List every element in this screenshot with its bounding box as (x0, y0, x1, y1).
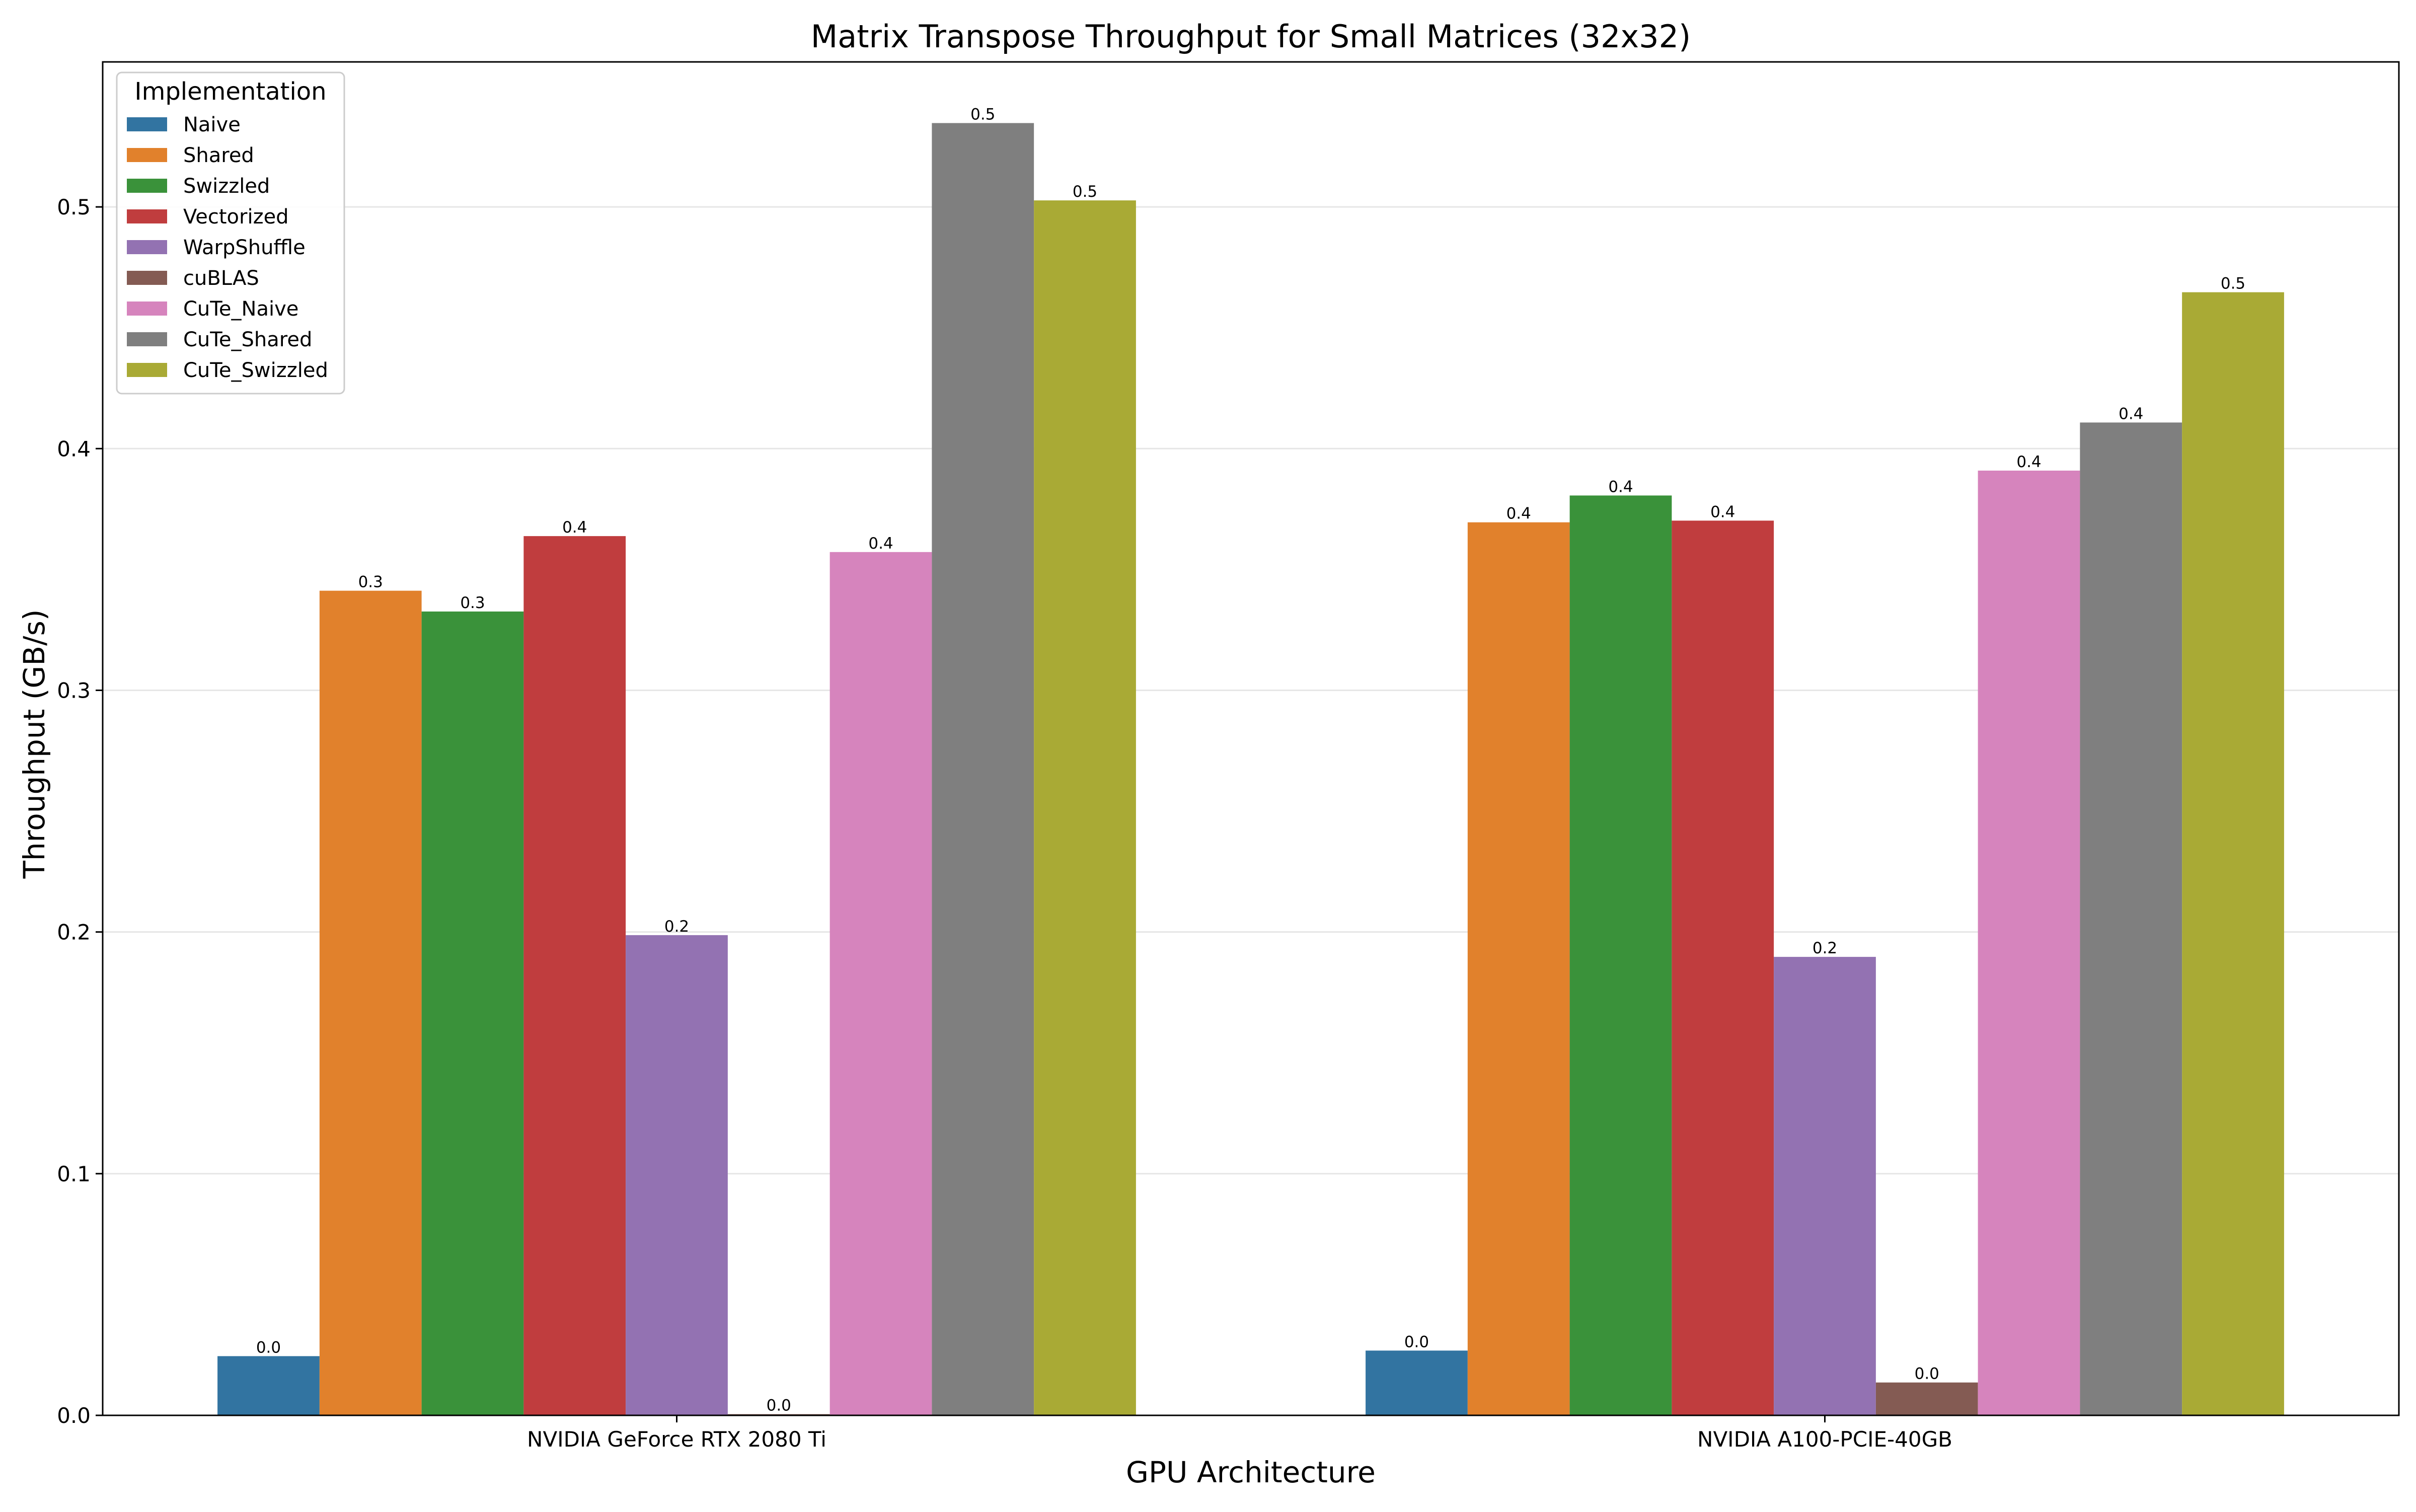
legend-swatch (127, 179, 167, 193)
bar-value-label: 0.5 (2221, 275, 2245, 293)
y-axis-label: Throughput (GB/s) (17, 609, 51, 879)
bar-swizzled (421, 611, 524, 1415)
bar-value-labels: 0.0 0.3 0.3 0.4 0.2 0.0 0.4 0.5 0.5 0.0 0.4 0.4 0.4 0… (256, 105, 2245, 1414)
bar-warpshuffle (626, 935, 728, 1415)
y-tick-label: 0.1 (57, 1162, 91, 1186)
bar-value-label: 0.5 (1073, 183, 1097, 201)
legend-entries: Naive Shared Swizzled Vectorized WarpShuffle… (127, 113, 328, 382)
y-tick-label: 0.3 (57, 678, 91, 703)
bar-cute-shared (932, 123, 1034, 1416)
bar-cute-naive (1978, 470, 2080, 1416)
bar-cute-naive (829, 552, 932, 1415)
bar-warpshuffle (1774, 957, 1876, 1415)
bar-value-label: 0.0 (1404, 1333, 1429, 1351)
legend-box (116, 71, 345, 395)
bar-value-label: 0.0 (767, 1397, 791, 1415)
bar-value-label: 0.4 (1608, 478, 1633, 496)
y-tick-label: 0.0 (57, 1403, 91, 1428)
bar-value-label: 0.4 (562, 518, 587, 537)
bar-cute-shared (2080, 422, 2182, 1415)
bar-value-label: 0.4 (1506, 505, 1531, 523)
legend-swatch (127, 363, 167, 377)
y-tick-label: 0.5 (57, 195, 91, 219)
bar-value-label: 0.0 (256, 1338, 281, 1356)
legend-label: Naive (183, 113, 241, 136)
bar-naive (1366, 1350, 1468, 1415)
chart-title: Matrix Transpose Throughput for Small Ma… (811, 18, 1691, 55)
bar-value-label: 0.2 (1813, 939, 1837, 957)
y-tick-label: 0.4 (57, 436, 91, 461)
bar-shared (319, 590, 422, 1415)
legend-swatch (127, 209, 167, 223)
bar-value-label: 0.4 (1710, 503, 1735, 521)
bar-value-label: 0.4 (2016, 453, 2041, 471)
legend-title: Implementation (134, 78, 326, 106)
bar-cute-swizzled (2182, 292, 2284, 1416)
legend-swatch (127, 332, 167, 346)
bar-value-label: 0.3 (460, 594, 485, 612)
x-tick-label: NVIDIA A100-PCIE-40GB (1697, 1427, 1952, 1452)
legend-label: CuTe_Naive (183, 297, 298, 321)
bar-value-label: 0.2 (664, 918, 689, 936)
legend-swatch (127, 148, 167, 162)
plot-frame (102, 61, 2400, 1416)
legend-swatch (127, 271, 167, 285)
bar-cublas (1875, 1382, 1978, 1415)
bar-swizzled (1569, 495, 1672, 1415)
bar-vectorized (1672, 520, 1774, 1415)
legend-swatch (127, 240, 167, 254)
bar-value-label: 0.4 (2119, 405, 2143, 423)
bar-naive (217, 1356, 320, 1415)
legend-swatch (127, 301, 167, 316)
legend-label: Swizzled (183, 175, 270, 198)
legend-label: WarpShuffle (183, 236, 306, 259)
legend-swatch (127, 117, 167, 131)
bar-cute-swizzled (1034, 200, 1136, 1415)
legend-label: Shared (183, 144, 254, 167)
y-axis-ticks: 0.0 0.1 0.2 0.3 0.4 0.5 (57, 195, 103, 1428)
legend-label: CuTe_Swizzled (183, 359, 328, 382)
x-axis-label: GPU Architecture (1126, 1455, 1376, 1489)
legend: Implementation Naive Shared Swizzled Vector… (116, 71, 345, 395)
legend-label: Vectorized (183, 205, 289, 229)
bars (217, 123, 2284, 1416)
legend-label: CuTe_Shared (183, 328, 312, 351)
bar-value-label: 0.4 (868, 535, 893, 553)
bar-vectorized (523, 536, 626, 1415)
bar-value-label: 0.0 (1915, 1365, 1939, 1383)
x-axis-ticks: NVIDIA GeForce RTX 2080 Ti NVIDIA A100-PC… (527, 1415, 1952, 1452)
bar-value-label: 0.3 (358, 573, 383, 591)
x-tick-label: NVIDIA GeForce RTX 2080 Ti (527, 1427, 826, 1452)
legend-label: cuBLAS (183, 267, 259, 290)
bar-shared (1467, 522, 1570, 1415)
y-tick-label: 0.2 (57, 920, 91, 945)
bar-value-label: 0.5 (970, 105, 995, 123)
